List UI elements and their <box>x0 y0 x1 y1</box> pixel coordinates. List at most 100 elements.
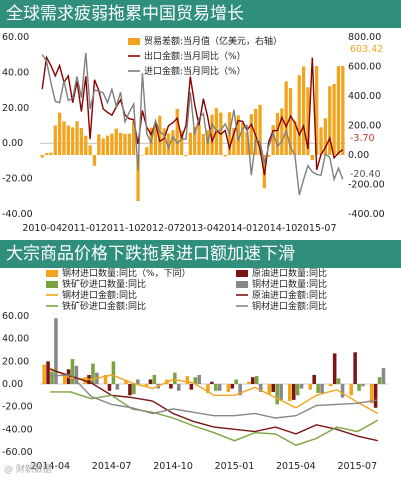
left-axis-tick: 20.00 <box>2 103 29 114</box>
trade-balance-bar <box>171 130 175 155</box>
trade-balance-bar <box>332 84 336 155</box>
ore_qty-bar <box>254 376 259 384</box>
left-axis-tick: -20.00 <box>2 174 33 185</box>
y-axis-tick: 60.00 <box>2 311 29 322</box>
copper_qty-bar <box>74 365 79 384</box>
ore_qty-bar <box>111 361 116 384</box>
trade-balance-bar <box>123 133 127 155</box>
ore_qty-bar <box>70 359 75 384</box>
y-axis-tick: 20.00 <box>2 356 29 367</box>
crude_qty-bar <box>107 384 112 391</box>
trade-balance-bar <box>284 81 288 155</box>
x-axis-tick: 2011-01 <box>62 223 102 234</box>
steel_qty-bar <box>42 364 46 384</box>
crude_qty-bar <box>210 381 214 384</box>
ore_qty-bar <box>193 377 198 384</box>
copper_qty-bar <box>381 368 386 384</box>
ore_qty-bar <box>377 377 382 384</box>
steel_qty-bar <box>206 384 210 394</box>
legend-label-ore_val: 铁矿砂进口金额:同比 <box>62 300 146 312</box>
x-axis-tick: 2015-01 <box>215 461 255 472</box>
legend-label-copper_val: 铜材进口金额:同比 <box>252 300 327 312</box>
trade-balance-bar <box>88 145 92 155</box>
trade-balance-bar <box>315 66 319 155</box>
crude_qty-bar <box>251 377 255 384</box>
trade-balance-bar <box>53 125 57 155</box>
trade-balance-bar <box>97 134 101 155</box>
trade-balance-bar <box>105 135 110 155</box>
x-axis-tick: 2011-10 <box>101 223 141 234</box>
ore_qty-bar <box>50 371 54 384</box>
copper_qty-bar <box>217 384 222 391</box>
crude_qty-bar <box>189 384 194 390</box>
watermark: @ 财新数据 <box>4 465 52 475</box>
trade-balance-bar <box>240 122 245 155</box>
trade-balance-bar <box>328 86 332 155</box>
ore_qty-bar <box>336 378 341 384</box>
legend-swatch-copper_qty <box>236 281 248 288</box>
x-axis-tick: 2014-10 <box>258 223 298 234</box>
crude_qty-bar <box>148 379 153 384</box>
trade-balance-bar <box>280 108 284 155</box>
trade-balance-bar <box>153 123 158 155</box>
trade-balance-bar <box>319 127 323 155</box>
trade-balance-bar <box>236 115 240 155</box>
legend-swatch-crude_qty <box>236 270 248 277</box>
trade-balance-bar <box>114 128 118 155</box>
x-axis-tick: 2014-10 <box>153 461 193 472</box>
crude_qty-bar <box>353 352 357 384</box>
steel_qty-bar <box>144 384 149 387</box>
right-axis-tick: 600.00 <box>348 62 381 73</box>
steel_qty-bar <box>226 384 231 392</box>
ore_qty-bar <box>132 384 136 395</box>
trade-balance-bar <box>57 112 62 155</box>
ore_val-line <box>50 391 379 446</box>
ore_qty-bar <box>316 384 320 394</box>
right-axis-tick: 400.00 <box>348 91 381 102</box>
ore_qty-bar <box>91 363 95 384</box>
right-axis-tick: -400.00 <box>348 209 385 220</box>
y-axis-tick: -60.00 <box>2 447 33 458</box>
trade-balance-bar <box>271 125 275 155</box>
crude_qty-bar <box>291 384 296 400</box>
y-axis-tick: 0.00 <box>2 379 23 390</box>
copper_qty-bar <box>54 318 58 384</box>
trade-balance-bar <box>232 127 236 155</box>
bottom-chart-banner: 大宗商品价格下跌拖累进口额加速下滑 <box>0 240 401 268</box>
legend-label-exports: 出口金额:当月同比（%） <box>144 50 246 62</box>
steel_qty-bar <box>267 384 272 395</box>
trade-balance-bar <box>267 155 271 157</box>
ore_qty-bar <box>152 374 157 384</box>
x-axis-tick: 2015-07 <box>337 461 377 472</box>
steel_qty-bar <box>185 376 190 384</box>
trade-balance-bar <box>136 155 140 202</box>
copper_qty-bar <box>320 384 324 394</box>
steel_qty-bar <box>369 384 374 404</box>
steel_qty-bar <box>247 381 251 384</box>
trade-balance-bar <box>75 121 79 155</box>
commodity-import-chart: 60.00 40.00 20.00 0.00 -20.00 -40.00 -60.00 201… <box>2 268 388 472</box>
trade-balance-bar <box>258 104 262 155</box>
y-axis-tick: -40.00 <box>2 424 33 435</box>
trade-balance-bar <box>288 88 293 155</box>
steel_qty-bar <box>288 384 292 401</box>
crude_qty-bar <box>46 361 50 384</box>
steel_qty-bar <box>62 373 67 384</box>
steel_qty-bar <box>308 384 313 390</box>
imports-line <box>41 52 344 196</box>
left-axis-tick: -40.00 <box>2 209 33 220</box>
trade-balance-bar <box>179 130 184 155</box>
steel_qty-bar <box>103 374 108 384</box>
copper_qty-bar <box>238 384 242 396</box>
legend-label-copper_qty: 铜材进口数量:同比 <box>252 278 327 290</box>
crude_qty-bar <box>332 353 337 384</box>
trade-balance-bar <box>306 87 310 155</box>
legend-swatch-ore_qty <box>46 281 58 288</box>
left-axis-tick: 0.00 <box>2 138 23 149</box>
crude_qty-bar <box>128 384 132 396</box>
trade-balance-bar <box>79 128 84 155</box>
x-axis-tick: 2014-04 <box>30 461 70 472</box>
end-value-annotation: -20.40 <box>350 169 381 180</box>
legend-label-bars: 贸易差额:当月值（亿美元，右轴） <box>144 35 282 47</box>
x-axis-tick: 2015-07 <box>297 223 337 234</box>
